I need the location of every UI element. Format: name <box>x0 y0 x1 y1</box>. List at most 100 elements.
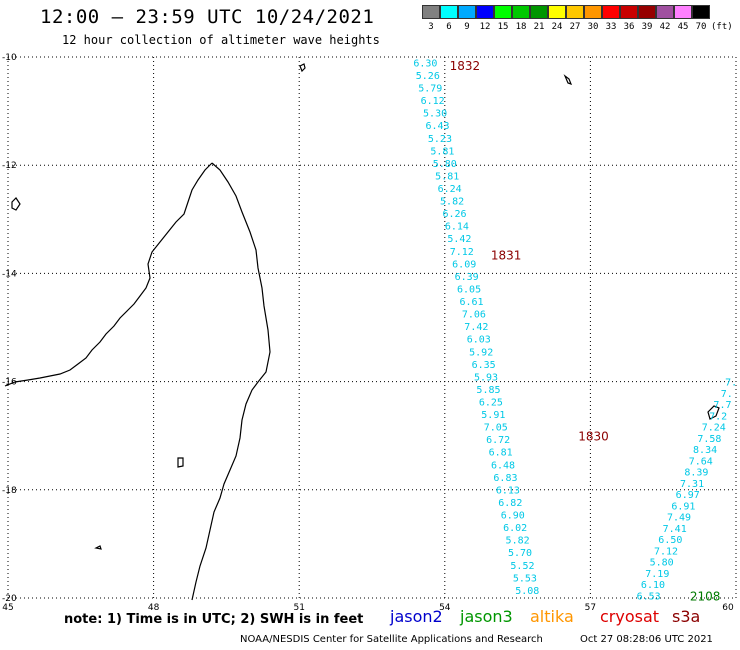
wave-height-value: 5.30 <box>423 109 447 120</box>
wave-height-value: 6.13 <box>496 485 520 496</box>
color-swatch <box>656 5 674 19</box>
wave-height-value: 7.12 <box>450 247 474 258</box>
color-swatch <box>512 5 530 19</box>
footer-date: Oct 27 08:28:06 UTC 2021 <box>580 634 713 645</box>
lon-tick-label: 48 <box>148 603 160 613</box>
lat-tick-label: -10 <box>2 53 17 63</box>
wave-height-value: 6.97 <box>676 490 700 501</box>
island-coastline <box>177 457 184 468</box>
wave-height-value: 6.43 <box>425 121 449 132</box>
color-swatch-label: 27 <box>569 22 581 32</box>
pass-time-label: 1831 <box>491 248 522 262</box>
color-swatch-label: 15 <box>497 22 509 32</box>
wave-height-value: 6.91 <box>671 501 695 512</box>
color-legend-unit: (ft) <box>711 22 733 32</box>
wave-height-value: 6.83 <box>493 473 517 484</box>
wave-height-value: 5.52 <box>510 561 534 572</box>
wave-height-value: 7.24 <box>702 423 726 434</box>
wave-height-value: 6.25 <box>479 398 503 409</box>
wave-height-value: 6.24 <box>438 184 462 195</box>
madagascar-coastline <box>191 162 271 601</box>
lon-tick-label: 45 <box>2 603 13 613</box>
wave-height-value: 5.81 <box>435 171 459 182</box>
wave-height-value: 6.09 <box>452 259 476 270</box>
wave-height-value: 5.80 <box>650 558 674 569</box>
island-coastline <box>94 545 102 550</box>
wave-height-value: 5.93 <box>474 372 498 383</box>
wave-height-value: 6.02 <box>503 523 527 534</box>
wave-height-value: 5.92 <box>469 347 493 358</box>
color-swatch-label: 36 <box>623 22 635 32</box>
madagascar-coastline-west <box>4 162 213 387</box>
wave-height-value: 5.81 <box>430 146 454 157</box>
footer-note: note: 1) Time is in UTC; 2) SWH is in fe… <box>64 612 364 627</box>
color-swatch-label: 30 <box>587 22 599 32</box>
color-swatch <box>548 5 566 19</box>
color-swatch-label: 39 <box>641 22 653 32</box>
wave-height-value: 6.05 <box>457 284 481 295</box>
wave-height-value: 6.14 <box>445 222 469 233</box>
wave-height-value: 8.39 <box>684 468 708 479</box>
wave-height-value: 7.49 <box>667 513 691 524</box>
color-swatch-label: 21 <box>533 22 545 32</box>
wave-height-value: 7. <box>721 389 733 400</box>
color-swatch <box>458 5 476 19</box>
wave-height-value: 5.82 <box>506 536 530 547</box>
lon-tick-label: 51 <box>293 603 304 613</box>
wave-height-value: 6.53 <box>637 591 661 602</box>
pass-labels: 1832 1831 1830 2108 <box>450 59 721 603</box>
coastline <box>4 63 720 601</box>
color-swatch-label: 24 <box>551 22 563 32</box>
color-swatch-label: 45 <box>677 22 689 32</box>
altimeter-tracks: 6.305.265.796.125.306.435.235.815.805.81… <box>413 58 737 602</box>
lat-tick-label: -20 <box>2 594 17 604</box>
map-title: 12:00 – 23:59 UTC 10/24/2021 <box>40 6 375 28</box>
wave-height-value: 5.53 <box>513 573 537 584</box>
color-swatch-label: 3 <box>428 22 434 32</box>
color-swatch <box>422 5 440 19</box>
wave-height-value: 5.70 <box>508 548 532 559</box>
wave-height-value: 6.12 <box>421 96 445 107</box>
wave-height-value: 7.06 <box>462 310 486 321</box>
wave-height-value: 6.48 <box>491 460 515 471</box>
color-swatch <box>620 5 638 19</box>
mission-label: s3a <box>672 607 701 626</box>
wave-height-value: 7.64 <box>689 456 713 467</box>
island-coastline <box>707 405 720 420</box>
wave-height-value: 7. <box>725 378 737 389</box>
wave-height-value: 5.80 <box>433 159 457 170</box>
color-swatch <box>476 5 494 19</box>
island-coastline <box>299 63 306 73</box>
wave-height-value: 7.31 <box>680 479 704 490</box>
lat-tick-label: -16 <box>2 378 17 388</box>
color-swatch <box>674 5 692 19</box>
color-swatch-label: 6 <box>446 22 452 32</box>
color-swatch <box>638 5 656 19</box>
island-coastline <box>563 74 573 85</box>
wave-height-value: 5.85 <box>476 385 500 396</box>
color-swatch <box>566 5 584 19</box>
color-swatch <box>692 5 710 19</box>
color-swatch-label: 18 <box>515 22 527 32</box>
wave-height-value: 5.91 <box>481 410 505 421</box>
wave-height-value: 5.26 <box>416 71 440 82</box>
color-swatch-label: 33 <box>605 22 617 32</box>
wave-height-value: 5.79 <box>418 84 442 95</box>
mission-label: cryosat <box>600 607 660 626</box>
color-swatch <box>602 5 620 19</box>
wave-height-value: 5.23 <box>428 134 452 145</box>
lon-tick-label: 54 <box>439 603 451 613</box>
wave-height-value: 6.90 <box>501 511 525 522</box>
color-swatch-label: 42 <box>659 22 671 32</box>
wave-height-value: 7.2 <box>709 411 727 422</box>
wave-height-value: 6.30 <box>413 58 437 69</box>
wave-height-value: 7.41 <box>663 524 687 535</box>
map-subtitle: 12 hour collection of altimeter wave hei… <box>62 33 380 47</box>
color-swatch <box>530 5 548 19</box>
mission-label: altika <box>530 607 574 626</box>
wave-height-value: 6.61 <box>459 297 483 308</box>
lon-tick-label: 60 <box>722 603 734 613</box>
wave-height-value: 6.35 <box>472 360 496 371</box>
wave-height-value: 6.10 <box>641 580 665 591</box>
